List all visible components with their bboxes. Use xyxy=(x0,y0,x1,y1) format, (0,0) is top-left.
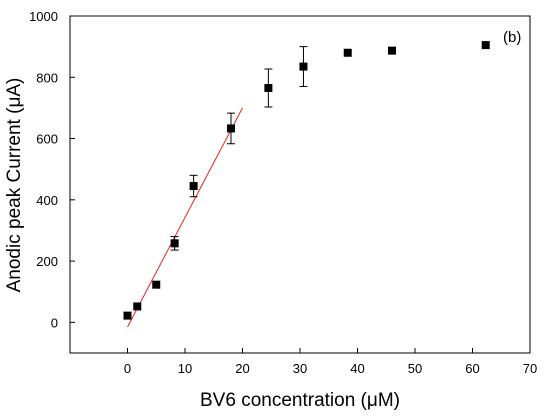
x-tick-label: 50 xyxy=(408,361,422,376)
data-point xyxy=(170,239,179,248)
x-tick-label: 60 xyxy=(465,361,479,376)
data-points-layer xyxy=(123,41,490,320)
linear-fit-line xyxy=(127,107,243,328)
x-tick-label: 20 xyxy=(235,361,249,376)
data-point xyxy=(123,311,132,320)
y-axis-ticks: 0 200 400 600 800 1000 xyxy=(29,9,75,330)
x-axis-title: BV6 concentration (μM) xyxy=(200,390,400,411)
error-bars-layer xyxy=(170,46,308,251)
y-tick-label: 600 xyxy=(36,132,58,147)
data-point xyxy=(388,46,396,55)
fit-line-layer xyxy=(127,107,243,328)
data-point xyxy=(227,124,235,133)
data-point xyxy=(299,62,308,71)
y-axis-title: Anodic peak Current (μA) xyxy=(4,78,25,293)
y-tick-label: 0 xyxy=(51,315,58,330)
y-tick-label: 200 xyxy=(36,254,58,269)
x-tick-label: 10 xyxy=(178,361,192,376)
data-point xyxy=(133,302,142,311)
x-tick-label: 40 xyxy=(350,361,364,376)
x-tick-label: 30 xyxy=(293,361,307,376)
data-point xyxy=(264,83,273,92)
x-tick-label: 70 xyxy=(523,361,537,376)
data-point xyxy=(343,48,352,57)
y-tick-label: 800 xyxy=(36,70,58,85)
data-point xyxy=(152,280,161,289)
x-tick-label: 0 xyxy=(124,361,131,376)
panel-label: (b) xyxy=(503,29,521,46)
data-point xyxy=(481,41,490,50)
y-tick-label: 1000 xyxy=(29,9,58,24)
data-point xyxy=(189,182,198,191)
x-axis-ticks: 0 10 20 30 40 50 60 70 xyxy=(124,348,537,376)
y-tick-label: 400 xyxy=(36,193,58,208)
